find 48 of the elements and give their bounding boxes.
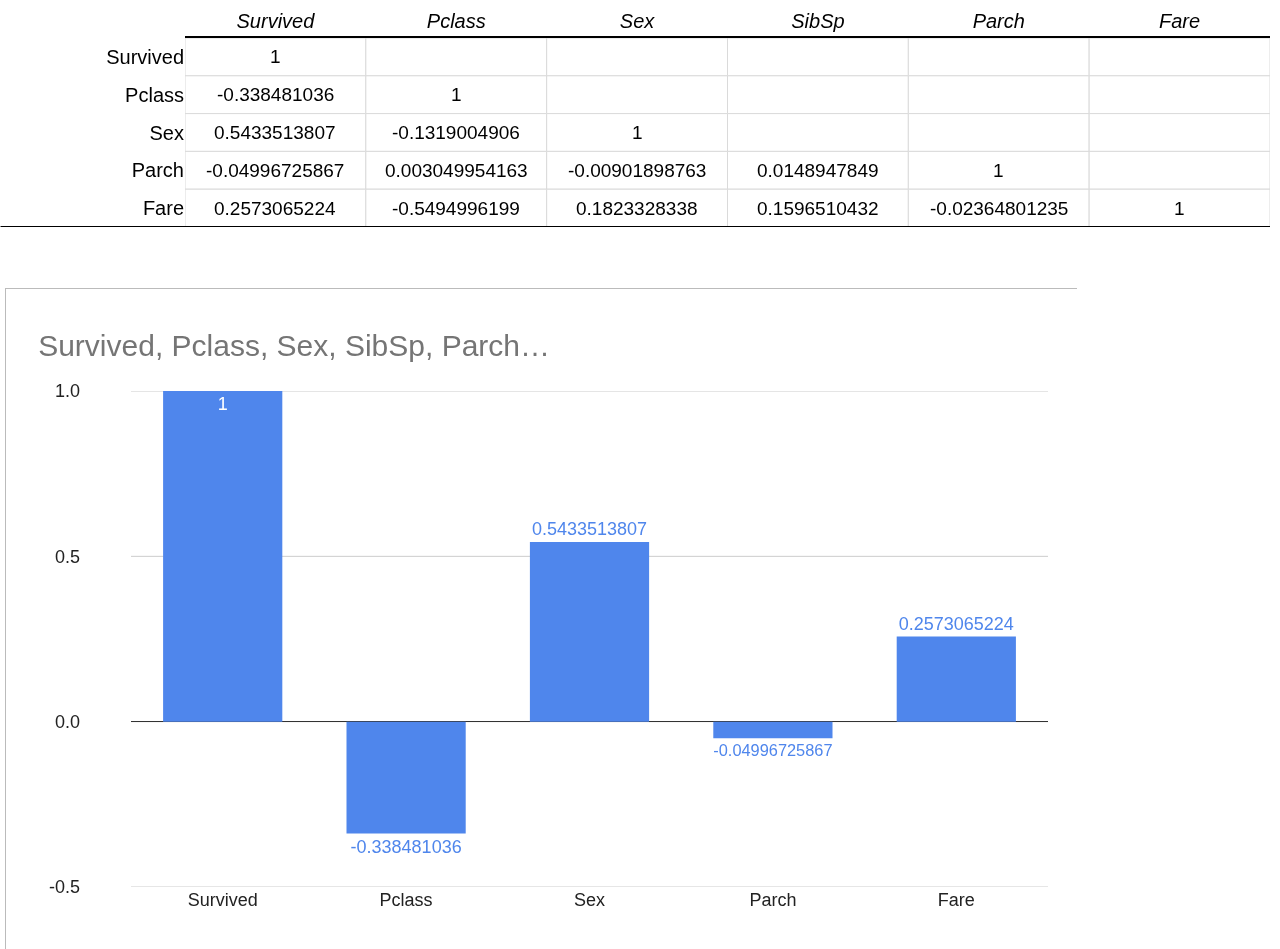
bar (163, 391, 283, 722)
data-label: -0.338481036 (350, 836, 462, 857)
data-label: 1 (632, 122, 643, 143)
data-label: 1 (1174, 198, 1185, 219)
data-label: 0.5433513807 (214, 122, 336, 143)
bar (713, 721, 833, 739)
y-tick-label: 0.5 (54, 546, 80, 567)
x-tick-label: Parch (749, 890, 797, 910)
data-label: -0.5494996199 (392, 198, 520, 219)
data-label: 0.2573065224 (214, 198, 336, 219)
x-tick-label: Sex (573, 890, 606, 910)
chart-title: Survived, Pclass, Sex, SibSp, Parch… (38, 329, 551, 363)
x-tick-label: Fare (1159, 10, 1201, 32)
data-label: 0.0148947849 (757, 160, 879, 181)
bar (896, 636, 1016, 722)
y-tick-label: 1.0 (54, 381, 80, 402)
y-tick-label: Sex (149, 121, 184, 144)
data-label: 0.2573065224 (898, 613, 1014, 634)
data-label: 0.5433513807 (531, 519, 648, 539)
data-label: -0.04996725867 (206, 160, 345, 181)
data-label: -0.338481036 (217, 84, 335, 105)
data-label: -0.02364801235 (930, 198, 1069, 219)
data-label: 1 (451, 84, 462, 105)
x-tick-label: Sex (619, 10, 656, 32)
data-label: 1 (993, 160, 1004, 181)
data-label: -0.04996725867 (713, 740, 833, 759)
y-tick-label: -0.5 (48, 877, 80, 898)
x-tick-label: Survived (187, 890, 258, 910)
x-tick-label: Survived (236, 10, 316, 32)
x-tick-label: SibSp (791, 10, 845, 32)
x-tick-label: Pclass (426, 10, 486, 32)
data-label: 0.1823328338 (576, 198, 698, 219)
x-tick-label: Fare (937, 890, 975, 910)
data-label: 0.003049954163 (385, 160, 528, 181)
x-tick-label: Parch (972, 10, 1025, 32)
y-tick-label: Parch (131, 159, 184, 182)
x-tick-label: Pclass (379, 890, 433, 910)
data-label: 1 (270, 46, 281, 67)
bar (346, 721, 466, 834)
data-label: 0.1596510432 (757, 198, 879, 219)
data-label: 1 (217, 394, 228, 414)
data-label: -0.1319004906 (392, 122, 520, 143)
y-tick-label: Fare (142, 197, 184, 220)
y-tick-label: 0.0 (54, 711, 80, 732)
y-tick-label: Survived (106, 45, 184, 68)
y-tick-label: Pclass (125, 83, 184, 106)
data-label: -0.00901898763 (568, 160, 707, 181)
bar (529, 542, 650, 722)
